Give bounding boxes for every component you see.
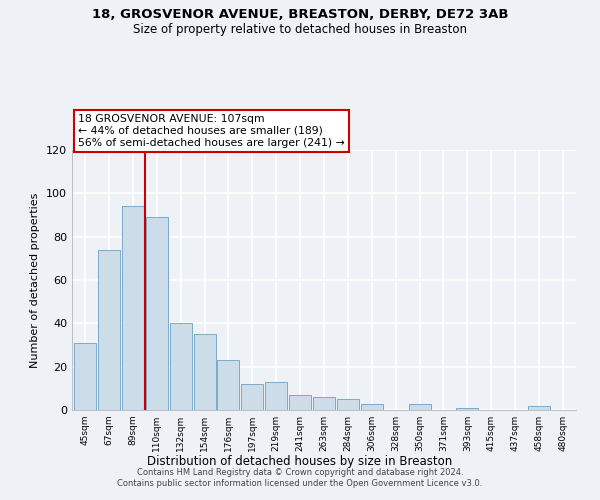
Bar <box>170 324 191 410</box>
Bar <box>457 408 478 410</box>
Bar <box>265 382 287 410</box>
Bar <box>241 384 263 410</box>
Bar <box>361 404 383 410</box>
Y-axis label: Number of detached properties: Number of detached properties <box>31 192 40 368</box>
Bar <box>122 206 144 410</box>
Text: Size of property relative to detached houses in Breaston: Size of property relative to detached ho… <box>133 22 467 36</box>
Bar <box>313 397 335 410</box>
Text: 18 GROSVENOR AVENUE: 107sqm
← 44% of detached houses are smaller (189)
56% of se: 18 GROSVENOR AVENUE: 107sqm ← 44% of det… <box>78 114 345 148</box>
Bar <box>194 334 215 410</box>
Bar <box>146 217 168 410</box>
Bar <box>337 399 359 410</box>
Bar <box>217 360 239 410</box>
Text: 18, GROSVENOR AVENUE, BREASTON, DERBY, DE72 3AB: 18, GROSVENOR AVENUE, BREASTON, DERBY, D… <box>92 8 508 20</box>
Bar <box>289 395 311 410</box>
Text: Distribution of detached houses by size in Breaston: Distribution of detached houses by size … <box>148 454 452 468</box>
Bar <box>409 404 431 410</box>
Bar <box>98 250 120 410</box>
Text: Contains HM Land Registry data © Crown copyright and database right 2024.
Contai: Contains HM Land Registry data © Crown c… <box>118 468 482 487</box>
Bar <box>74 343 96 410</box>
Bar <box>528 406 550 410</box>
